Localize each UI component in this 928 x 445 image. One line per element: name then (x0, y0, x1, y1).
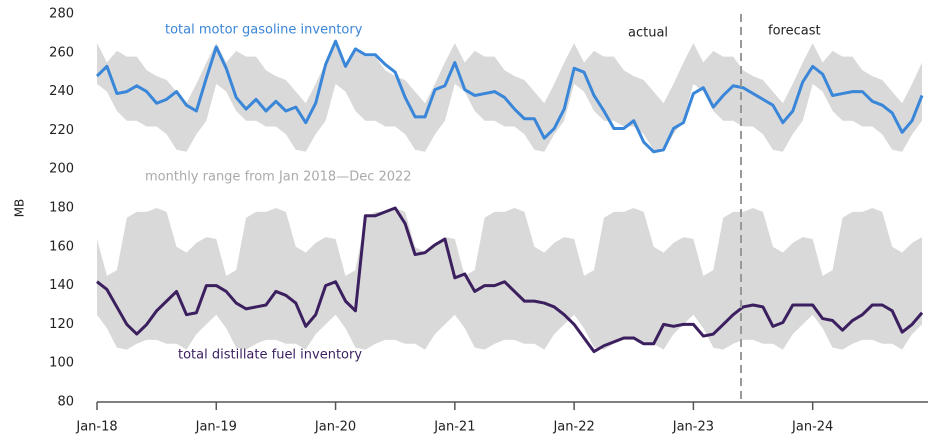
x-tick-label: Jan-23 (672, 420, 714, 435)
bands (97, 43, 923, 350)
y-tick-label: 120 (49, 317, 74, 332)
series-line (95, 39, 924, 154)
y-tick-label: 260 (49, 45, 74, 60)
y-tick-label: 180 (49, 201, 74, 216)
range-label: monthly range from Jan 2018—Dec 2022 (145, 170, 412, 185)
distillate-label: total distillate fuel inventory (178, 348, 362, 363)
y-tick-label: 160 (49, 239, 74, 254)
y-tick-label: 140 (49, 278, 74, 293)
y-axis-label: MB (13, 199, 27, 218)
range-band (97, 43, 923, 152)
actual-label: actual (628, 26, 668, 41)
series-line (96, 206, 924, 354)
lines (95, 39, 924, 354)
range-band (97, 208, 923, 350)
x-tick-label: Jan-24 (791, 420, 833, 435)
y-tick-label: 220 (49, 123, 74, 138)
gasoline-label: total motor gasoline inventory (165, 23, 363, 38)
x-tick-label: Jan-21 (433, 420, 475, 435)
x-tick-label: Jan-22 (552, 420, 594, 435)
x-tick-label: Jan-20 (314, 420, 356, 435)
y-tick-label: 100 (49, 356, 74, 371)
x-tick-label: Jan-18 (75, 420, 117, 435)
forecast-label: forecast (768, 24, 821, 39)
y-tick-label: 80 (57, 395, 74, 410)
y-tick-label: 240 (49, 84, 74, 99)
y-tick-label: 200 (49, 162, 74, 177)
x-tick-label: Jan-19 (195, 420, 237, 435)
y-tick-label: 280 (49, 7, 74, 22)
